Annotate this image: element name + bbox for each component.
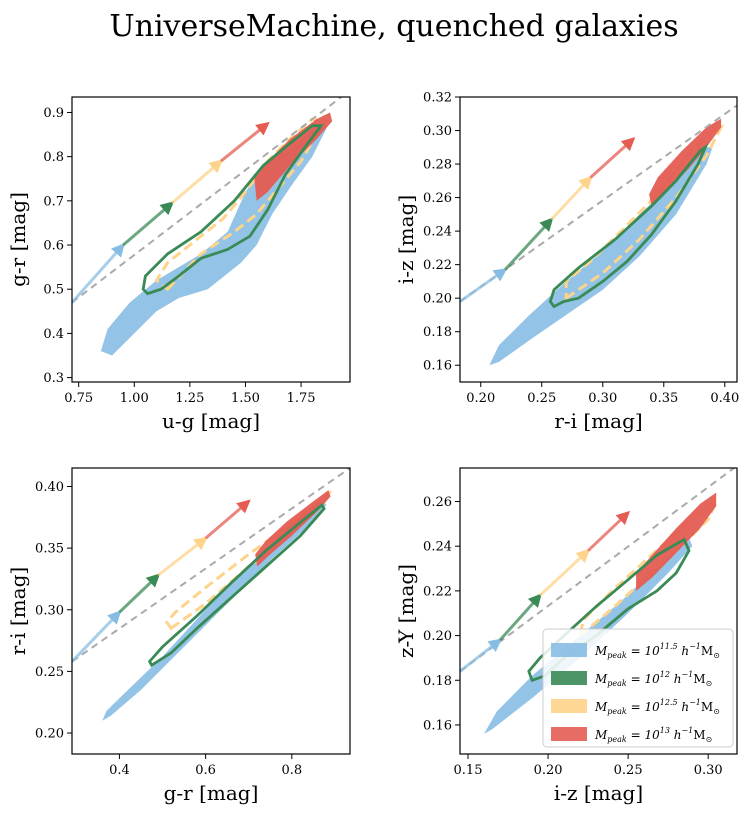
y-axis-label: g-r [mag] xyxy=(6,192,30,287)
reddening-arrow-blue xyxy=(460,638,503,673)
reddening-arrow-orange xyxy=(550,175,593,221)
x-tick-label: 0.4 xyxy=(109,763,130,778)
contour-fill-13 xyxy=(636,492,717,591)
y-tick-label: 0.20 xyxy=(423,629,452,644)
y-tick-label: 0.4 xyxy=(43,327,64,342)
legend-item-11p5-swatch xyxy=(551,643,587,657)
x-axis-label: i-z [mag] xyxy=(554,781,643,805)
reddening-arrow-green xyxy=(118,573,161,614)
y-tick-label: 0.18 xyxy=(423,674,452,689)
reddening-arrow-red xyxy=(204,499,251,540)
x-tick-label: 1.25 xyxy=(175,391,204,406)
panel-ug-gr: 0.75 1.00 1.25 1.50 1.75 0.3 0.4 0.5 0.6 0.7 0.8 0.… xyxy=(6,96,351,433)
y-tick-label: 0.26 xyxy=(423,191,452,206)
legend-item-12p5-label: Mpeak = 1012.5 h−1M⊙ xyxy=(594,698,720,716)
legend-item-12-label: Mpeak = 1012 h−1M⊙ xyxy=(594,670,712,688)
contour-line-12 xyxy=(548,143,709,309)
y-tick-label: 0.6 xyxy=(43,239,64,254)
x-axis-label: r-i [mag] xyxy=(554,409,642,433)
y-tick-label: 0.18 xyxy=(423,325,452,340)
y-tick-label: 0.40 xyxy=(35,480,64,495)
y-tick-label: 0.3 xyxy=(43,371,64,386)
contour-line-12 xyxy=(147,502,326,668)
y-tick-label: 0.25 xyxy=(35,665,64,680)
x-tick-label: 0.30 xyxy=(588,391,617,406)
x-tick-label: 0.6 xyxy=(195,763,216,778)
figure-title: UniverseMachine, quenched galaxies xyxy=(109,9,678,44)
plot-area xyxy=(72,97,343,356)
reddening-arrow-blue xyxy=(72,243,125,304)
legend-item-13-swatch xyxy=(551,727,587,741)
x-tick-label: 0.30 xyxy=(694,763,723,778)
y-tick-label: 0.16 xyxy=(423,718,452,733)
contour-fill-13 xyxy=(649,118,722,206)
legend-box xyxy=(542,628,734,748)
legend: Mpeak = 1011.5 h−1M⊙ Mpeak = 1012 h−1M⊙ Mp… xyxy=(542,628,734,748)
reddening-arrow-orange xyxy=(171,159,224,205)
x-tick-label: 0.25 xyxy=(614,763,643,778)
y-tick-label: 0.5 xyxy=(43,283,64,298)
y-tick-label: 0.7 xyxy=(43,194,64,209)
x-tick-label: 0.20 xyxy=(534,763,563,778)
x-axis-label: g-r [mag] xyxy=(164,781,259,805)
x-tick-label: 0.15 xyxy=(454,763,483,778)
axes-frame xyxy=(71,96,351,383)
x-axis-label: u-g [mag] xyxy=(162,409,260,433)
panel-ri-iz: 0.20 0.25 0.30 0.35 0.40 0.16 0.18 0.20 0.22 0.24… xyxy=(394,91,739,434)
reddening-arrow-orange xyxy=(539,548,591,597)
reddening-arrow-red xyxy=(589,137,636,179)
y-tick-label: 0.35 xyxy=(35,542,64,557)
reddening-arrow-blue xyxy=(460,268,508,303)
plot-area xyxy=(460,104,737,366)
legend-item-12p5-swatch xyxy=(551,699,587,713)
plot-area xyxy=(72,468,350,721)
y-tick-label: 0.32 xyxy=(423,91,452,106)
reddening-arrow-red xyxy=(587,510,631,552)
y-tick-label: 0.16 xyxy=(423,359,452,374)
x-tick-label: 0.20 xyxy=(466,391,495,406)
reddening-arrow-green xyxy=(122,201,175,247)
y-tick-label: 0.22 xyxy=(423,258,452,273)
contour-line-12 xyxy=(141,124,324,296)
reddening-dashed-line xyxy=(460,104,737,303)
reddening-arrow-orange xyxy=(157,536,208,577)
y-tick-label: 0.30 xyxy=(35,603,64,618)
x-tick-label: 0.35 xyxy=(649,391,678,406)
reddening-arrow-blue xyxy=(72,610,122,663)
y-tick-label: 0.24 xyxy=(423,540,452,555)
axes-frame xyxy=(459,467,738,755)
y-tick-label: 0.9 xyxy=(43,106,64,121)
reddening-dashed-line xyxy=(72,468,350,663)
axes-frame xyxy=(459,96,738,383)
y-tick-label: 0.20 xyxy=(423,292,452,307)
y-tick-label: 0.22 xyxy=(423,584,452,599)
y-axis-label: r-i [mag] xyxy=(6,567,30,655)
x-tick-label: 1.50 xyxy=(231,391,260,406)
reddening-dashed-line xyxy=(460,468,736,673)
reddening-arrow-green xyxy=(498,593,542,642)
x-tick-label: 0.25 xyxy=(527,391,556,406)
panel-gr-ri: 0.4 0.6 0.8 0.20 0.25 0.30 0.35 0.40 g-r [mag] r-… xyxy=(6,467,351,805)
x-tick-label: 1.75 xyxy=(287,391,316,406)
x-tick-label: 1.00 xyxy=(120,391,149,406)
legend-item-11p5-label: Mpeak = 1011.5 h−1M⊙ xyxy=(594,642,720,660)
y-axis-label: z-Y [mag] xyxy=(394,564,418,658)
axes-frame xyxy=(71,467,351,755)
reddening-dashed-line xyxy=(72,97,343,304)
legend-item-13-label: Mpeak = 1013 h−1M⊙ xyxy=(594,726,712,744)
y-tick-label: 0.28 xyxy=(423,158,452,173)
y-tick-label: 0.24 xyxy=(423,225,452,240)
reddening-arrow-red xyxy=(220,121,270,163)
y-tick-label: 0.8 xyxy=(43,150,64,165)
y-tick-label: 0.26 xyxy=(423,495,452,510)
reddening-arrow-green xyxy=(504,217,554,271)
y-tick-label: 0.20 xyxy=(35,727,64,742)
x-tick-label: 0.8 xyxy=(281,763,302,778)
y-axis-label: i-z [mag] xyxy=(394,195,418,284)
x-tick-label: 0.40 xyxy=(710,391,739,406)
legend-item-12-swatch xyxy=(551,671,587,685)
y-tick-label: 0.30 xyxy=(423,124,452,139)
x-tick-label: 0.75 xyxy=(64,391,93,406)
